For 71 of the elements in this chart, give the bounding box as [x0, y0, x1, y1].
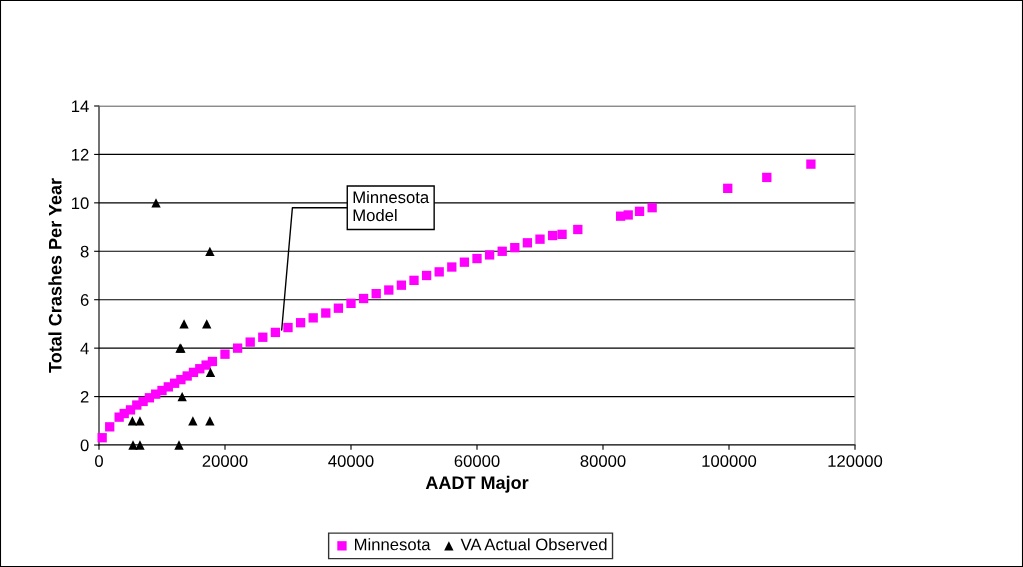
- x-tick-label: 100000: [702, 455, 757, 467]
- point: [384, 285, 394, 295]
- y-tick-label: 4: [80, 342, 89, 355]
- y-tick-label: 14: [72, 100, 89, 113]
- point: [497, 246, 507, 256]
- point: [270, 327, 281, 338]
- x-tick-label: 40000: [328, 455, 374, 467]
- point: [333, 303, 344, 313]
- point: [295, 318, 306, 328]
- x-tick-label: 0: [95, 455, 103, 467]
- point: [135, 416, 145, 426]
- point: [421, 270, 432, 281]
- point: [647, 203, 657, 213]
- point: [207, 356, 218, 367]
- point: [484, 250, 495, 260]
- x-tick-label: 120000: [828, 455, 883, 467]
- point: [522, 238, 533, 248]
- point: [188, 416, 198, 426]
- point: [258, 332, 268, 342]
- legend-label: Minnesota: [355, 538, 431, 551]
- point: [535, 234, 545, 244]
- y-axis-title: Total Crashes Per Year: [48, 178, 62, 373]
- x-tick-label: 60000: [454, 455, 500, 467]
- y-tick-label: 6: [80, 294, 89, 306]
- point: [174, 440, 184, 450]
- point: [557, 229, 567, 239]
- point: [205, 246, 215, 256]
- point: [135, 440, 145, 450]
- y-tick-label: 12: [72, 148, 89, 161]
- point: [205, 416, 215, 426]
- point: [127, 416, 138, 426]
- point: [806, 159, 816, 169]
- point: [472, 253, 482, 264]
- point: [623, 210, 633, 220]
- x-axis-title: AADT Major: [425, 475, 529, 493]
- point: [232, 343, 243, 353]
- point: [723, 183, 733, 193]
- point: [346, 298, 356, 308]
- annotation: Minnesota Model: [353, 190, 430, 222]
- point: [634, 206, 645, 216]
- point: [308, 313, 318, 323]
- point: [128, 440, 138, 450]
- point: [434, 267, 444, 277]
- point: [762, 172, 772, 183]
- point: [358, 293, 369, 304]
- x-tick-label: 20000: [202, 455, 248, 467]
- point: [97, 433, 107, 443]
- point: [396, 280, 407, 290]
- y-tick-label: 2: [80, 390, 89, 403]
- point: [245, 337, 255, 347]
- point: [409, 275, 419, 285]
- point: [447, 262, 457, 272]
- point: [151, 198, 161, 208]
- y-tick-label: 8: [80, 245, 89, 258]
- point: [220, 349, 230, 359]
- point: [510, 243, 520, 253]
- point: [202, 319, 212, 329]
- point: [547, 230, 558, 241]
- y-tick-label: 10: [72, 197, 89, 210]
- point: [283, 322, 293, 333]
- point: [321, 308, 331, 318]
- point: [371, 289, 381, 299]
- y-tick-label: 0: [80, 439, 89, 452]
- x-tick-label: 80000: [580, 455, 626, 467]
- point: [573, 224, 583, 235]
- point: [177, 391, 187, 402]
- point: [105, 422, 115, 432]
- point: [459, 257, 470, 267]
- legend-label: VA Actual Observed: [460, 538, 607, 551]
- point: [205, 367, 216, 378]
- point: [179, 319, 189, 329]
